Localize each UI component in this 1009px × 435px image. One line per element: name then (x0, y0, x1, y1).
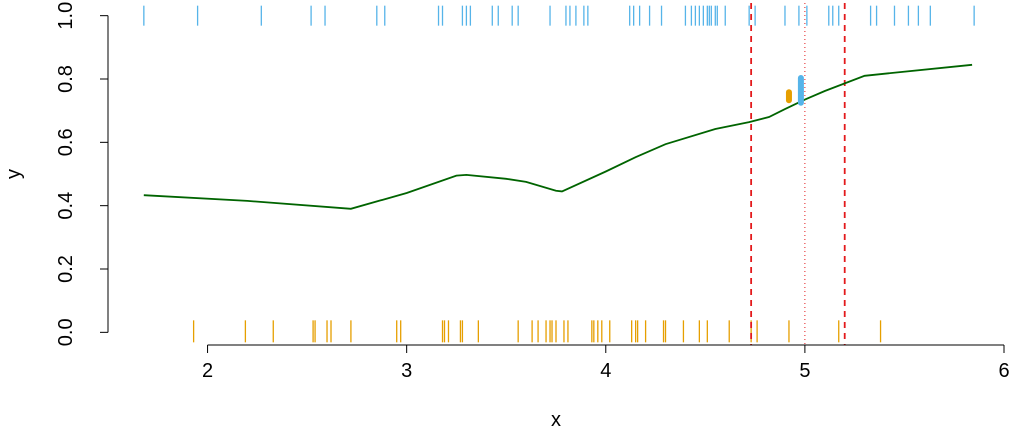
x-tick-label: 6 (998, 360, 1009, 382)
markers-group (785, 75, 804, 106)
rug-top-group (143, 5, 975, 26)
x-axis-label: x (551, 409, 561, 431)
y-tick-label: 0.6 (55, 128, 77, 156)
y-tick-label: 1.0 (55, 2, 77, 30)
y-tick-label: 0.0 (55, 318, 77, 346)
y-axis-label: y (3, 169, 25, 179)
x-tick-label: 5 (799, 360, 810, 382)
y-tick-label: 0.8 (55, 65, 77, 93)
x-tick-label: 4 (600, 360, 611, 382)
x-tick-label: 3 (401, 360, 412, 382)
reference-lines-group (750, 3, 846, 345)
fitted-curve (143, 63, 973, 210)
x-tick-label: 2 (202, 360, 213, 382)
axes-group: 2 3 4 5 6 0.0 0.2 0.4 0.6 0.8 1.0 (55, 2, 1009, 382)
rug-bottom-group (192, 320, 882, 343)
curve-group (143, 63, 973, 210)
y-tick-label: 0.2 (55, 255, 77, 283)
y-tick-label: 0.4 (55, 192, 77, 220)
